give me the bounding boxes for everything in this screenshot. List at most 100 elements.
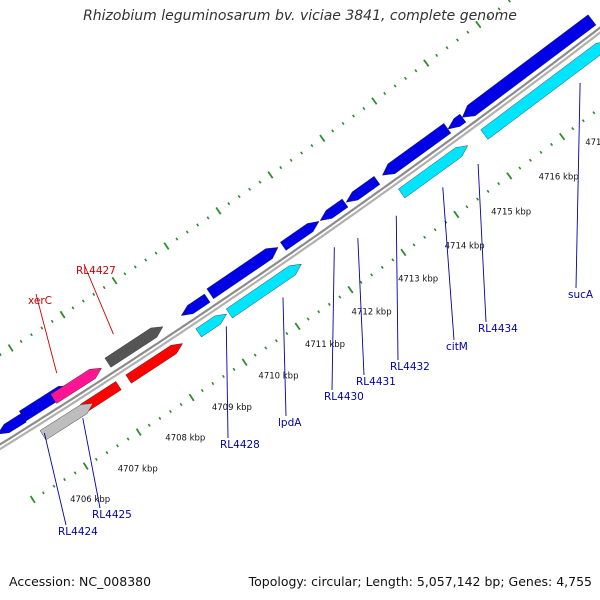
gene-label-leader <box>477 163 487 323</box>
inner-scale-dot <box>158 416 162 420</box>
gene-arrow-cyan-4 <box>480 42 600 140</box>
outer-scale-dot <box>71 306 75 310</box>
outer-scale-dot <box>237 194 241 199</box>
inner-scale-dot <box>539 150 543 154</box>
gene-label-RL4424: RL4424 <box>58 526 98 538</box>
gene-label-leader <box>225 326 229 439</box>
gene-arrow-RL4431 <box>319 198 349 221</box>
gene-arrow-RL4434 <box>447 113 467 130</box>
outer-scale-dot <box>7 344 14 352</box>
outer-scale-dot <box>50 319 54 323</box>
inner-scale-dot <box>135 428 142 437</box>
gene-label-leader <box>395 215 399 361</box>
outer-scale-dot <box>163 242 170 250</box>
gene-label-leader <box>83 263 114 335</box>
inner-scale-dot <box>211 381 215 386</box>
outer-scale-dot <box>289 158 293 162</box>
gene-arrow-citM <box>382 123 452 176</box>
genome-summary-text: Topology: circular; Length: 5,057,142 bp… <box>248 574 592 589</box>
outer-scale-dot <box>196 223 200 227</box>
inner-scale-dot <box>359 280 363 284</box>
gene-arrow-red-2 <box>125 343 183 384</box>
outer-scale-dot <box>175 237 179 241</box>
outer-scale-dot <box>279 165 283 170</box>
gene-label-leader <box>82 418 101 509</box>
inner-scale-dot <box>506 172 513 180</box>
scale-tick-label: 4706 kbp <box>70 495 110 505</box>
inner-scale-dot <box>581 119 585 123</box>
outer-scale-dot <box>383 91 387 96</box>
gene-arrow-lpdA-fwd <box>206 247 279 300</box>
inner-scale-dot <box>126 437 130 441</box>
gene-label-citM: citM <box>446 341 468 353</box>
outer-scale-dot <box>507 0 511 3</box>
accession-text: Accession: NC_008380 <box>9 574 152 589</box>
scale-tick-label: 4711 kbp <box>305 340 345 350</box>
inner-scale-dot <box>317 310 321 314</box>
backbone-line-inner <box>0 31 600 451</box>
inner-scale-dot <box>253 353 257 357</box>
inner-scale-dot <box>147 423 151 427</box>
inner-scale-dot <box>94 457 98 461</box>
inner-scale-dot <box>528 158 532 162</box>
outer-scale-dot <box>133 265 137 269</box>
inner-scale-dot <box>285 331 289 336</box>
inner-scale-dot <box>571 127 575 131</box>
gene-label-leader <box>282 297 287 417</box>
gene-label-sucA: sucA <box>568 289 594 301</box>
inner-scale-dot <box>116 444 119 448</box>
outer-scale-dot <box>40 326 44 330</box>
inner-scale-dot <box>476 197 479 201</box>
inner-scale-dot <box>82 462 89 470</box>
gene-arrow-fwd <box>180 293 211 316</box>
outer-scale-dot <box>111 276 118 285</box>
inner-scale-dot <box>327 302 331 306</box>
scale-tick-label: 4713 kbp <box>398 275 438 285</box>
outer-scale-dot <box>404 76 407 80</box>
inner-scale-dot <box>264 346 268 350</box>
outer-scale-dot <box>215 206 222 215</box>
inner-scale-dot <box>370 273 374 277</box>
gene-label-leader <box>331 247 335 391</box>
gene-label-xerC: xerC <box>28 295 52 307</box>
inner-scale-dot <box>423 235 427 239</box>
gene-arrow-cyan-2 <box>225 263 302 319</box>
gene-arrow-RL4427 <box>104 326 164 368</box>
outer-scale-dot <box>455 38 459 42</box>
outer-scale-dot <box>466 30 470 34</box>
outer-scale-dot <box>30 333 33 337</box>
gene-label-RL4431: RL4431 <box>356 376 396 388</box>
gene-arrow-cyan-3 <box>398 145 469 199</box>
gene-arrow-RL4430 <box>280 221 320 251</box>
gene-label-leader <box>35 293 58 374</box>
gene-label-RL4428: RL4428 <box>220 439 260 451</box>
inner-scale-dot <box>391 258 395 262</box>
outer-scale-dot <box>248 187 252 191</box>
outer-scale-dot <box>445 46 449 50</box>
gene-arrow-RL4432 <box>345 176 381 203</box>
outer-scale-dot <box>393 84 397 88</box>
outer-scale-dot <box>227 202 231 206</box>
gene-label-leader <box>442 187 455 341</box>
inner-scale-dot <box>347 285 354 294</box>
inner-scale-dot <box>52 484 56 488</box>
inner-scale-dot <box>232 367 236 371</box>
outer-scale-dot <box>92 292 96 296</box>
outer-scale-dot <box>331 129 335 133</box>
inner-scale-dot <box>453 210 460 219</box>
inner-scale-dot <box>105 451 109 455</box>
inner-scale-dot <box>169 409 172 414</box>
scale-tick-label: 4715 kbp <box>491 208 531 218</box>
inner-scale-dot <box>400 248 407 257</box>
outer-scale-dot <box>81 299 85 303</box>
gene-label-leader <box>43 433 67 526</box>
outer-scale-dot <box>123 272 127 276</box>
inner-scale-dot <box>73 471 77 475</box>
scale-tick-label: 4710 kbp <box>258 372 298 382</box>
outer-scale-dot <box>423 59 430 67</box>
gene-arrow-xerC <box>50 367 102 404</box>
inner-scale-dot <box>241 358 248 367</box>
gene-arrow-RL4428 <box>195 313 228 338</box>
gene-label-leader <box>357 238 365 376</box>
scale-tick-label: 4716 kbp <box>539 173 579 183</box>
